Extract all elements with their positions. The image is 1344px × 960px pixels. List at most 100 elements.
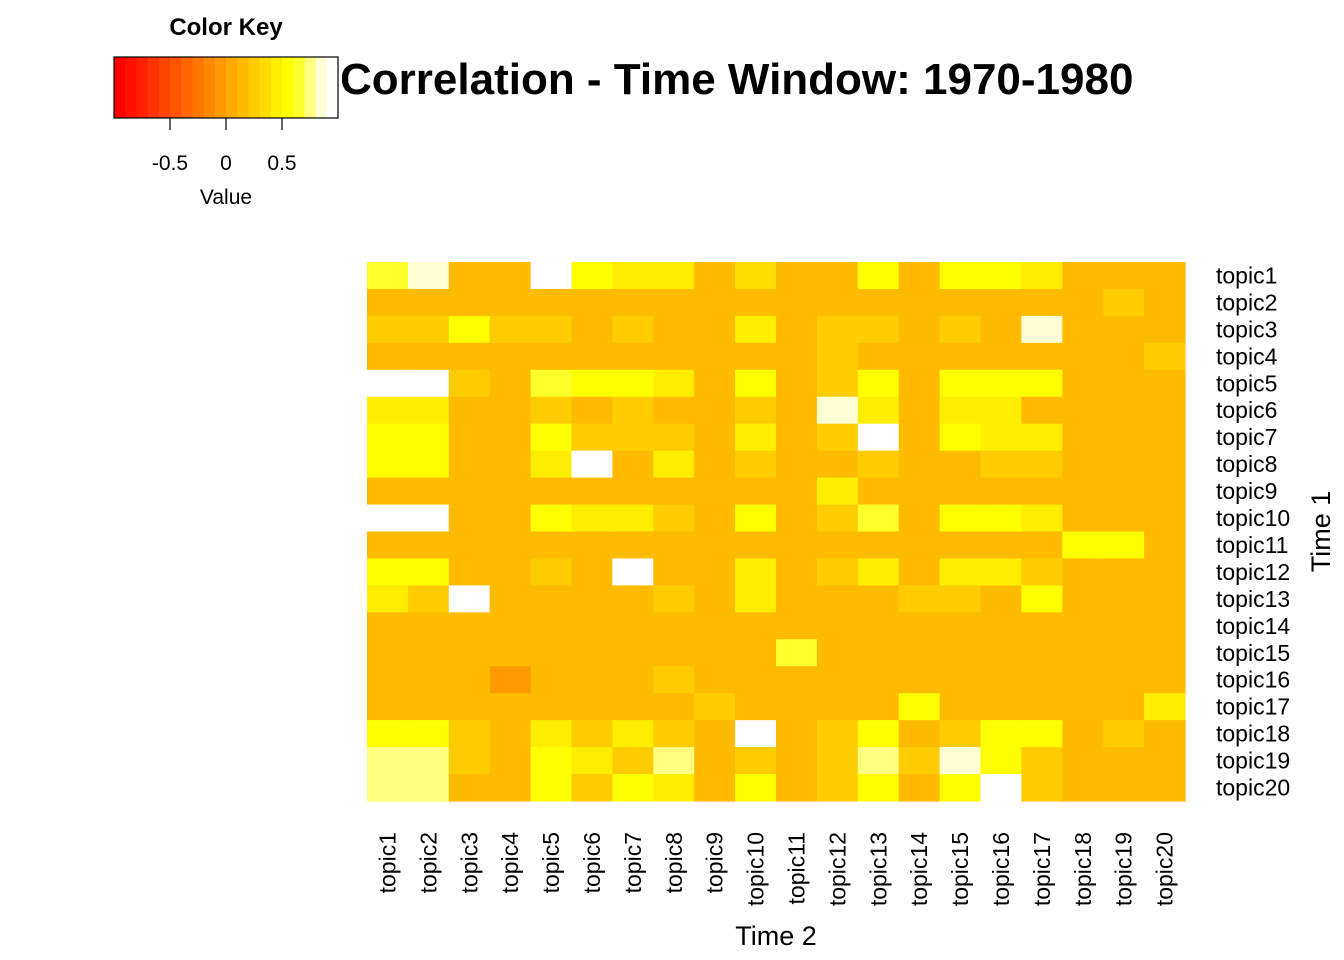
heatmap-cell xyxy=(571,558,613,586)
column-label: topic12 xyxy=(824,832,850,906)
heatmap-cell xyxy=(1021,288,1063,317)
heatmap-cell xyxy=(939,342,982,371)
row-label: topic20 xyxy=(1216,775,1290,801)
heatmap-cell xyxy=(1103,612,1145,640)
heatmap-cell xyxy=(694,693,736,721)
heatmap-cell xyxy=(857,720,900,748)
heatmap-cell xyxy=(530,342,573,371)
row-label: topic12 xyxy=(1216,559,1290,585)
heatmap-cell xyxy=(571,315,613,344)
heatmap-cell xyxy=(571,396,613,425)
heatmap-cell xyxy=(653,396,695,425)
row-label: topic16 xyxy=(1216,667,1290,693)
heatmap-cell xyxy=(571,342,613,371)
heatmap-cell xyxy=(1021,369,1063,398)
heatmap-cell xyxy=(1103,342,1145,371)
row-label: topic18 xyxy=(1216,721,1290,747)
heatmap-cell xyxy=(530,315,573,344)
row-label: topic4 xyxy=(1216,343,1278,369)
heatmap-cell xyxy=(1144,423,1186,452)
heatmap-cell xyxy=(1062,288,1104,317)
heatmap-cell xyxy=(735,450,777,479)
heatmap-cell xyxy=(448,639,491,667)
heatmap-cell xyxy=(407,612,450,640)
heatmap-cell xyxy=(407,288,450,317)
heatmap-cell xyxy=(694,531,736,560)
heatmap-cell xyxy=(980,450,1022,479)
heatmap-cell xyxy=(735,639,777,667)
heatmap-cell xyxy=(1062,315,1104,344)
heatmap-cell xyxy=(816,531,859,560)
heatmap-cell xyxy=(1021,531,1063,560)
heatmap-cell xyxy=(980,369,1022,398)
heatmap-cell xyxy=(1103,639,1145,667)
heatmap-cell xyxy=(776,639,818,667)
heatmap-cell xyxy=(448,558,491,586)
color-key-title: Color Key xyxy=(169,14,283,41)
heatmap-cell xyxy=(980,262,1022,290)
heatmap-cell xyxy=(612,747,654,775)
heatmap-cell xyxy=(776,504,818,533)
heatmap-cell xyxy=(653,747,695,775)
heatmap-cell xyxy=(1103,262,1145,290)
heatmap-cell xyxy=(857,396,900,425)
heatmap-cell xyxy=(653,720,695,748)
heatmap-cell xyxy=(612,558,654,586)
heatmap-cell xyxy=(407,747,450,775)
heatmap-cell xyxy=(816,693,859,721)
heatmap-cell xyxy=(1021,774,1063,802)
heatmap-cell xyxy=(612,477,654,506)
heatmap-cell xyxy=(980,558,1022,586)
heatmap-cell xyxy=(571,369,613,398)
heatmap-cell xyxy=(980,504,1022,533)
heatmap-cell xyxy=(776,693,818,721)
heatmap-cell xyxy=(448,477,491,506)
color-key-swatch xyxy=(237,57,249,118)
heatmap-cell xyxy=(857,558,900,586)
column-label: topic5 xyxy=(538,832,564,893)
heatmap-cell xyxy=(1021,639,1063,667)
column-label: topic1 xyxy=(374,832,400,893)
color-key-swatch xyxy=(226,57,238,118)
heatmap-cell xyxy=(448,262,491,290)
heatmap-cell xyxy=(489,315,532,344)
heatmap-cell xyxy=(1062,774,1104,802)
heatmap-cell xyxy=(1021,747,1063,775)
column-label: topic2 xyxy=(415,832,441,893)
heatmap-cell xyxy=(980,639,1022,667)
heatmap-cell xyxy=(407,369,450,398)
y-axis-title: Time 1 xyxy=(1306,491,1336,573)
heatmap-cell xyxy=(530,531,573,560)
heatmap-cell xyxy=(1144,639,1186,667)
heatmap-cell xyxy=(1103,504,1145,533)
heatmap-cell xyxy=(939,396,982,425)
heatmap-cell xyxy=(980,747,1022,775)
heatmap-cell xyxy=(612,262,654,290)
heatmap-cell xyxy=(1021,720,1063,748)
heatmap-cell xyxy=(857,369,900,398)
heatmap-cell xyxy=(571,774,613,802)
heatmap-cell xyxy=(571,262,613,290)
heatmap-cell xyxy=(1144,720,1186,748)
heatmap-cell xyxy=(816,774,859,802)
heatmap-cell xyxy=(816,342,859,371)
heatmap-cell xyxy=(980,396,1022,425)
heatmap-cell xyxy=(448,774,491,802)
column-label: topic17 xyxy=(1029,832,1055,906)
column-label: topic7 xyxy=(620,832,646,893)
heatmap-cell xyxy=(653,558,695,586)
heatmap-cell xyxy=(367,396,409,425)
heatmap-cell xyxy=(367,477,409,506)
color-key-swatch xyxy=(136,57,148,118)
heatmap-cell xyxy=(489,342,532,371)
heatmap-cell xyxy=(1062,558,1104,586)
heatmap-cell xyxy=(407,558,450,586)
heatmap-cell xyxy=(407,315,450,344)
heatmap-cell xyxy=(489,450,532,479)
color-key-swatch xyxy=(114,57,126,118)
heatmap-cell xyxy=(980,612,1022,640)
column-label: topic15 xyxy=(947,832,973,906)
heatmap-cell xyxy=(489,747,532,775)
heatmap-cell xyxy=(367,504,409,533)
heatmap-cell xyxy=(694,423,736,452)
